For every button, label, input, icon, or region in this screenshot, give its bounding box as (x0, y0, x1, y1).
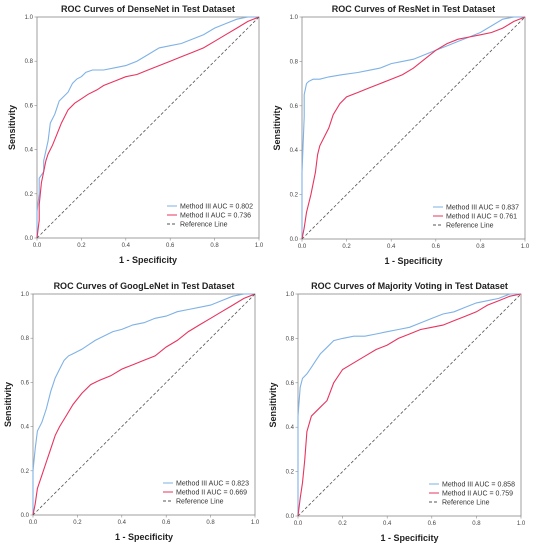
y-tick-label: 0.4 (21, 425, 30, 431)
x-tick-label: 0.8 (472, 521, 481, 527)
y-tick-label: 0.2 (21, 469, 30, 475)
x-tick-label: 0.6 (162, 520, 171, 526)
legend-entry: Reference Line (176, 499, 224, 506)
reference-line (297, 293, 522, 517)
x-axis-label: 1 - Specificity (384, 256, 442, 266)
x-axis-label: 1 - Specificity (380, 533, 438, 543)
reference-line (36, 16, 260, 239)
x-tick-label: 0.0 (298, 244, 307, 250)
legend-entry: Method II AUC = 0.759 (442, 491, 513, 498)
x-tick-label: 0.2 (338, 521, 347, 527)
y-tick-label: 1.0 (21, 292, 30, 298)
y-axis-label: Sensitivity (268, 382, 278, 427)
y-tick-label: 0.0 (286, 514, 295, 520)
y-axis-label: Sensitivity (3, 382, 13, 427)
chart-title: ROC Curves of ResNet in Test Dataset (332, 4, 495, 14)
roc-panel-majority-voting: ROC Curves of Majority Voting in Test Da… (268, 281, 526, 543)
y-tick-label: 0.4 (286, 425, 295, 431)
x-tick-label: 0.6 (428, 521, 437, 527)
x-tick-label: 0.6 (432, 244, 441, 250)
y-tick-label: 0.2 (25, 192, 34, 198)
y-tick-label: 0.8 (290, 59, 299, 65)
x-axis-label: 1 - Specificity (115, 532, 173, 542)
y-tick-label: 0.0 (290, 237, 299, 243)
y-tick-label: 0.6 (21, 380, 30, 386)
chart-title: ROC Curves of DenseNet in Test Dataset (61, 4, 235, 14)
y-tick-label: 0.0 (25, 236, 34, 242)
roc-panel-densenet: ROC Curves of DenseNet in Test Dataset 0.… (7, 4, 264, 265)
x-tick-label: 0.0 (33, 243, 42, 249)
x-tick-label: 0.2 (73, 520, 82, 526)
chart-title: ROC Curves of Majority Voting in Test Da… (311, 281, 508, 291)
x-tick-label: 0.8 (476, 244, 485, 250)
legend-entry: Reference Line (442, 500, 490, 507)
plot-frame (297, 293, 522, 517)
method-iii-roc-curve (32, 293, 255, 515)
y-tick-label: 0.6 (25, 103, 34, 109)
reference-line (32, 293, 256, 516)
x-tick-label: 0.4 (383, 521, 392, 527)
x-tick-label: 0.4 (387, 244, 396, 250)
y-tick-label: 0.0 (21, 513, 30, 519)
x-tick-label: 0.2 (77, 243, 86, 249)
y-axis-label: Sensitivity (7, 105, 17, 150)
x-tick-label: 0.8 (206, 520, 215, 526)
plot-frame (301, 16, 526, 240)
legend-entry: Method III AUC = 0.802 (180, 204, 253, 211)
method-iii-roc-curve (36, 16, 259, 238)
legend-entry: Reference Line (446, 223, 494, 230)
x-tick-label: 0.0 (29, 520, 38, 526)
x-tick-label: 1.0 (251, 520, 260, 526)
method-iii-roc-curve (301, 16, 525, 239)
y-tick-label: 0.2 (286, 470, 295, 476)
chart-title: ROC Curves of GoogLeNet in Test Dataset (54, 281, 235, 291)
legend-entry: Method II AUC = 0.761 (446, 214, 517, 221)
y-tick-label: 1.0 (290, 15, 299, 21)
legend-entry: Method II AUC = 0.736 (180, 213, 251, 220)
reference-line (301, 16, 526, 240)
legend-entry: Reference Line (180, 222, 228, 229)
y-tick-label: 0.8 (25, 59, 34, 65)
y-tick-label: 1.0 (25, 15, 34, 21)
legend-entry: Method III AUC = 0.823 (176, 481, 249, 488)
plot-frame (36, 16, 260, 239)
x-tick-label: 0.8 (210, 243, 219, 249)
method-ii-roc-curve (32, 293, 256, 516)
x-axis-label: 1 - Specificity (119, 255, 177, 265)
method-ii-roc-curve (301, 16, 526, 240)
y-tick-label: 0.6 (286, 381, 295, 387)
legend-entry: Method III AUC = 0.858 (442, 482, 515, 489)
y-tick-label: 0.8 (286, 336, 295, 342)
x-tick-label: 1.0 (517, 521, 526, 527)
y-tick-label: 0.6 (290, 104, 299, 110)
y-tick-label: 0.2 (290, 193, 299, 199)
x-tick-label: 1.0 (255, 243, 264, 249)
x-tick-label: 0.4 (118, 520, 127, 526)
y-tick-label: 1.0 (286, 292, 295, 298)
method-ii-roc-curve (36, 16, 260, 239)
legend-entry: Method III AUC = 0.837 (446, 205, 519, 212)
legend-entry: Method II AUC = 0.669 (176, 490, 247, 497)
method-iii-roc-curve (297, 293, 521, 516)
roc-panel-resnet: ROC Curves of ResNet in Test Dataset0.00… (272, 4, 530, 266)
x-tick-label: 0.6 (166, 243, 175, 249)
method-ii-roc-curve (297, 293, 522, 517)
y-tick-label: 0.4 (290, 148, 299, 154)
y-tick-label: 0.4 (25, 148, 34, 154)
x-tick-label: 0.0 (294, 521, 303, 527)
x-tick-label: 0.4 (122, 243, 131, 249)
plot-frame (32, 293, 256, 516)
x-tick-label: 1.0 (521, 244, 530, 250)
roc-panel-googlenet: ROC Curves of GoogLeNet in Test Dataset 0… (3, 281, 260, 542)
y-tick-label: 0.8 (21, 336, 30, 342)
x-tick-label: 0.2 (342, 244, 351, 250)
y-axis-label: Sensitivity (272, 105, 282, 150)
